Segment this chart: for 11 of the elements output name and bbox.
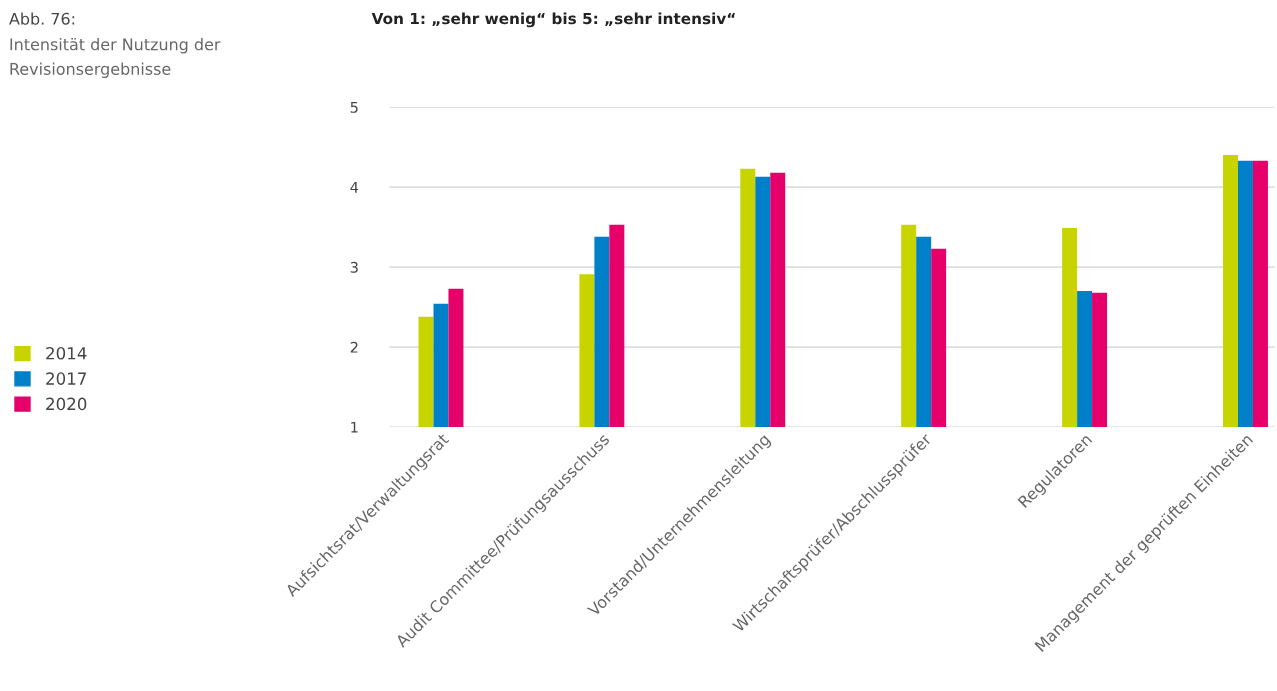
y-tick-label: 1 <box>351 421 358 433</box>
y-tick-label: 2 <box>350 341 358 353</box>
y-tick-label: 4 <box>350 182 359 193</box>
legend-label: 2020 <box>46 397 87 411</box>
text: Abb. 76: <box>9 12 75 25</box>
y-tick-label: 3 <box>350 261 358 273</box>
y-tick-label: 5 <box>350 102 358 113</box>
legend-label: 2014 <box>46 346 87 360</box>
text: Von 1: „sehr wenig“ bis 5: „sehr intensiv“ <box>371 12 735 28</box>
text: Intensität der Nutzung der Revisionsergebnisse <box>10 38 221 79</box>
legend-label: 2017 <box>46 372 86 385</box>
